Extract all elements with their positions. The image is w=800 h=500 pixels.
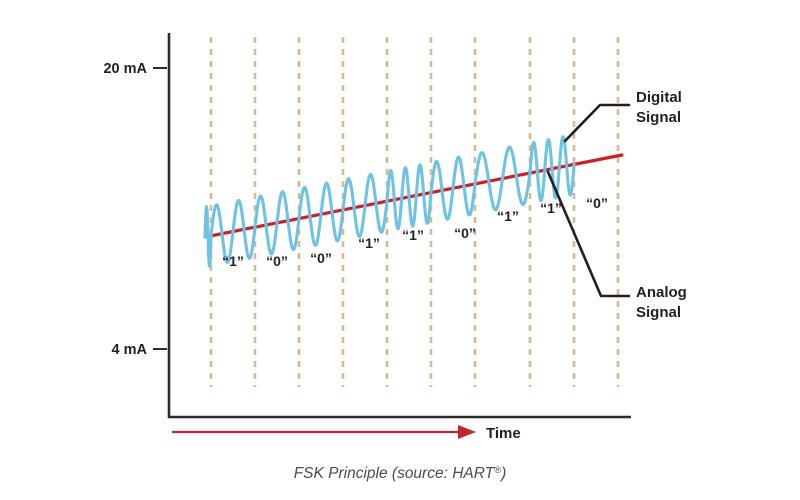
callout-group: Digital Signal Analog Signal — [546, 89, 687, 321]
bit-label-6: “1” — [497, 208, 519, 224]
bit-boundary-gridlines — [209, 37, 620, 387]
bit-label-3: “1” — [358, 235, 380, 251]
bit-label-0: “1” — [222, 253, 244, 269]
bit-label-group: “1” “0” “0” “1” “1” “0” “1” “1” “0” — [222, 195, 608, 269]
digital-signal-waveform — [203, 135, 576, 268]
digital-signal-label-line1: Digital — [636, 89, 682, 106]
analog-signal-leader-line — [546, 170, 631, 298]
y-tick-label-20ma: 20 mA — [103, 61, 147, 77]
bit-label-5: “0” — [454, 225, 476, 241]
digital-signal-leader-line — [563, 103, 631, 143]
analog-signal-label-line2: Signal — [636, 304, 681, 321]
analog-signal-label-line1: Analog — [636, 284, 687, 301]
chart-axes — [153, 33, 631, 419]
figure-caption: FSK Principle (source: HART®) — [294, 465, 507, 483]
bit-label-4: “1” — [402, 227, 424, 243]
bit-label-2: “0” — [310, 250, 332, 266]
bit-label-8: “0” — [586, 195, 608, 211]
x-axis-label-time: Time — [486, 425, 521, 442]
bit-label-7: “1” — [540, 200, 562, 216]
time-axis-arrow — [172, 425, 476, 439]
y-tick-label-4ma: 4 mA — [112, 342, 148, 358]
bit-label-1: “0” — [266, 253, 288, 269]
time-arrow-head — [458, 425, 476, 439]
digital-signal-label-line2: Signal — [636, 109, 681, 126]
